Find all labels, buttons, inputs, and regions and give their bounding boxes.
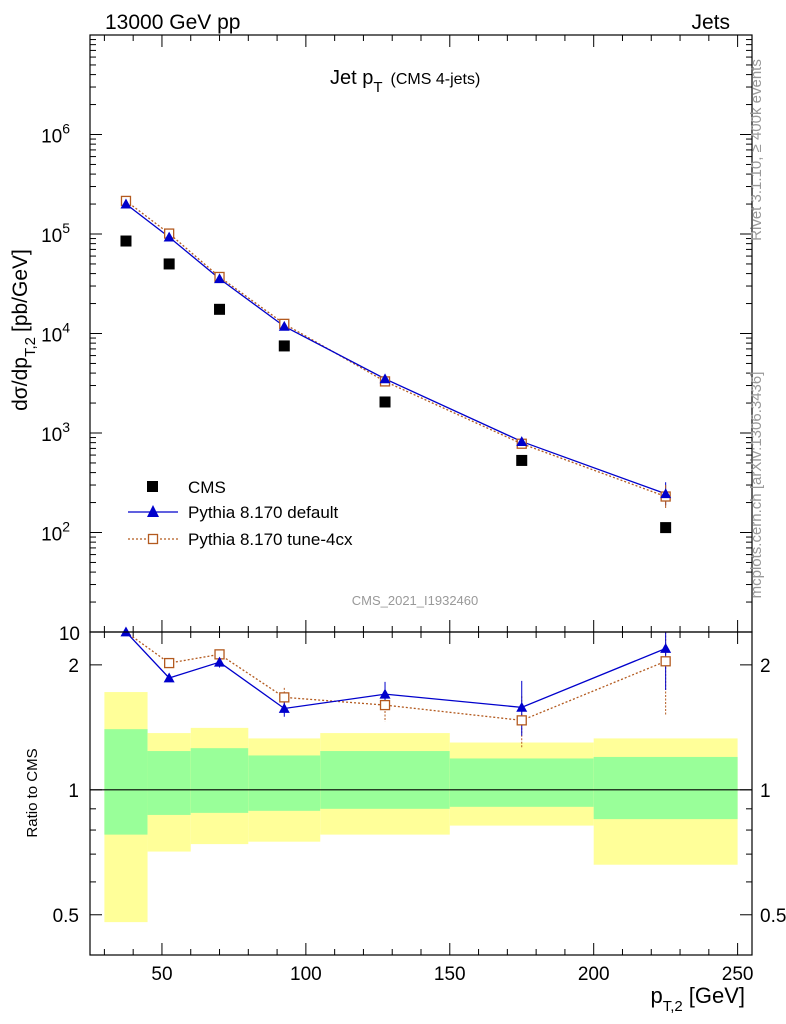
x-axis-label-unit: [GeV]: [689, 983, 745, 1008]
band-green: [147, 751, 191, 815]
top-y-tick-mantissa: 10: [41, 525, 62, 546]
band-green: [248, 755, 321, 811]
point-default: [214, 273, 226, 284]
x-tick-label: 50: [151, 964, 172, 985]
legend-item-default: Pythia 8.170 default: [128, 503, 339, 522]
x-tick-label: 150: [434, 964, 466, 985]
legend-label-cms: CMS: [188, 478, 226, 497]
ratio-point-default: [278, 703, 290, 713]
x-axis-label-sub: T,2: [663, 998, 683, 1015]
x-tick-label: 200: [578, 964, 610, 985]
top-y-tick-exponent: 5: [62, 220, 70, 236]
point-default: [120, 198, 132, 209]
top-y-tick-label: 103: [41, 419, 70, 446]
top-y-tick-label: 102: [41, 519, 70, 546]
point-cms: [163, 258, 175, 270]
top-y-tick-label: 105: [41, 220, 70, 247]
ratio-line-tune: [125, 631, 666, 722]
legend-item-cms: CMS: [147, 478, 226, 497]
ratio-point-default: [516, 701, 528, 712]
legend-label-tune: Pythia 8.170 tune-4cx: [188, 530, 353, 549]
top-y-tick-mantissa: 10: [41, 127, 62, 148]
ratio-panel: 50 100 150 200 250 0.5 0.5 1 1 2 2 Ratio to CMS pT…: [24, 626, 786, 1015]
ratio-point-default: [214, 656, 226, 667]
top-y-tick-exponent: 2: [62, 519, 70, 535]
legend-label-default: Pythia 8.170 default: [188, 503, 339, 522]
header-left: 13000 GeV pp: [105, 11, 240, 34]
ratio-point-tune: [279, 692, 290, 703]
legend: CMS Pythia 8.170 default Pythia 8.170 tu…: [128, 478, 353, 549]
point-default: [278, 320, 290, 331]
point-cms: [120, 235, 132, 247]
ratio-y-tick-label-left: 0.5: [53, 906, 79, 927]
ratio-y-tick-label-right: 2: [760, 656, 771, 677]
band-green: [593, 756, 738, 820]
point-cms: [214, 303, 226, 315]
ratio-point-tune: [379, 699, 391, 711]
band-green: [320, 751, 450, 809]
ratio-y-tick-label-right: 0.5: [760, 906, 786, 927]
point-cms: [516, 454, 528, 466]
y-axis-label-top: dσ/dpT,2 [pb/GeV]: [9, 249, 39, 411]
ratio-y-tick-label-left: 2: [68, 656, 79, 677]
x-axis-label-main: p: [650, 983, 662, 1008]
ratio-point-default: [660, 643, 672, 653]
y-axis-label-ratio: Ratio to CMS: [24, 748, 41, 837]
y-axis-label-main: dσ/dp: [9, 357, 32, 411]
x-axis-label: pT,2 [GeV]: [650, 983, 745, 1015]
legend-item-tune: Pythia 8.170 tune-4cx: [128, 530, 353, 549]
plot-title: Jet pT (CMS 4-jets): [330, 67, 480, 96]
ratio-point-tune: [164, 657, 175, 669]
band-green: [190, 748, 249, 813]
series-line-default: [125, 203, 666, 495]
top-y-tick-label: 10: [59, 624, 80, 645]
point-default: [660, 488, 672, 499]
top-y-tick-exponent: 6: [62, 121, 70, 137]
point-cms: [660, 522, 672, 534]
top-y-tick-exponent: 4: [62, 320, 70, 336]
plot-title-note: (CMS 4-jets): [391, 71, 481, 88]
plot-title-main: Jet p: [330, 67, 373, 89]
top-y-tick-mantissa: 10: [59, 624, 80, 645]
point-default: [516, 436, 528, 446]
point-cms: [278, 340, 290, 352]
top-y-tick-mantissa: 10: [41, 425, 62, 446]
y-axis-label-unit: [pb/GeV]: [9, 249, 32, 332]
ratio-y-tick-label-left: 1: [68, 781, 79, 802]
ratio-plot-area: 50 100 150 200 250 0.5 0.5 1 1 2 2: [53, 626, 786, 985]
legend-marker-tune: [147, 533, 159, 545]
ratio-frame: [89, 631, 753, 956]
legend-marker-cms: [147, 481, 158, 492]
mcplots-label: mcplots.cern.ch [arXiv:1306.3436]: [748, 372, 765, 599]
x-tick-label: 250: [722, 964, 754, 985]
ratio-point-tune: [660, 656, 671, 667]
ratio-point-default: [379, 688, 391, 699]
top-y-tick-exponent: 3: [62, 419, 70, 435]
band-green: [104, 729, 148, 835]
top-y-tick-mantissa: 10: [41, 326, 62, 347]
series-line-tune: [125, 200, 666, 498]
header-right: Jets: [691, 11, 730, 34]
ratio-point-default: [163, 672, 175, 683]
ratio-line-default: [125, 631, 666, 710]
plot-title-sub: T: [373, 79, 382, 96]
point-default: [379, 373, 391, 384]
top-y-tick-mantissa: 10: [41, 226, 62, 247]
rivet-label: Rivet 3.1.10, ≥ 400k events: [748, 59, 765, 241]
ratio-y-tick-label-right: 1: [760, 781, 771, 802]
band-green: [449, 758, 594, 807]
point-cms: [379, 396, 391, 408]
point-default: [163, 231, 175, 242]
top-y-tick-label: 104: [41, 320, 70, 347]
analysis-tag: CMS_2021_I1932460: [352, 593, 479, 608]
ratio-point-tune: [516, 715, 527, 726]
y-axis-label-sub: T,2: [22, 337, 39, 357]
legend-marker-default: [147, 505, 159, 517]
x-tick-label: 100: [290, 964, 322, 985]
top-y-tick-label: 106: [41, 121, 70, 148]
